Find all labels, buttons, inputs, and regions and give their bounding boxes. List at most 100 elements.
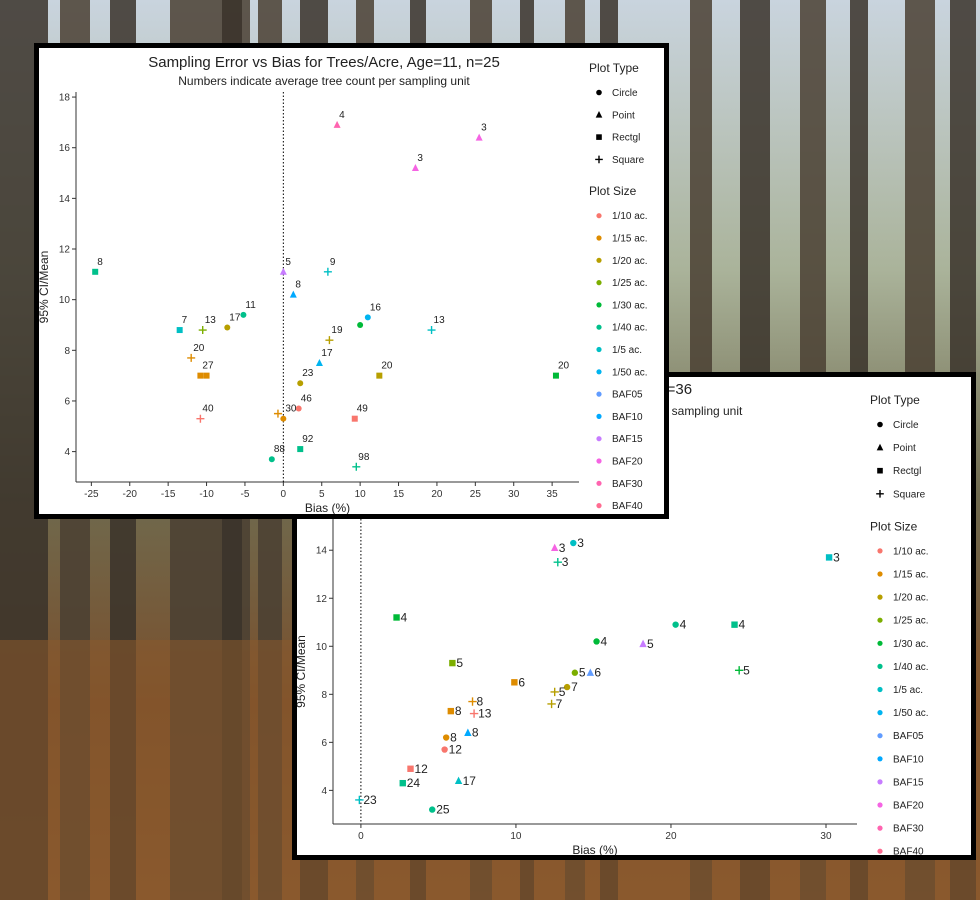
data-point-label: 30 xyxy=(285,404,297,415)
data-point-label: 9 xyxy=(330,257,336,268)
data-point xyxy=(92,268,99,275)
legend-title-plot-size: Plot Size xyxy=(870,519,918,533)
data-point xyxy=(297,380,304,387)
x-tick-label: -15 xyxy=(161,489,176,500)
data-point-label: 8 xyxy=(477,695,484,709)
legend-title-plot-type: Plot Type xyxy=(870,393,920,407)
x-tick-label: 25 xyxy=(470,489,482,500)
data-point xyxy=(449,659,456,667)
data-point-label: 46 xyxy=(301,394,313,405)
legend-shape-triangle xyxy=(595,111,603,118)
data-point xyxy=(351,415,358,422)
legend-item-label: BAF15 xyxy=(893,777,924,788)
legend-color-dot xyxy=(596,235,602,241)
x-tick-label: 30 xyxy=(820,831,832,842)
data-point xyxy=(547,699,556,709)
legend: Plot Type Circle Point Rectgl Square Plot Siz… xyxy=(589,61,648,512)
data-point xyxy=(464,728,472,736)
data-point-label: 98 xyxy=(358,452,370,463)
data-point-label: 17 xyxy=(321,348,333,359)
legend-item-label: Point xyxy=(893,443,916,454)
legend-item-label: 1/40 ac. xyxy=(893,662,929,673)
data-point-label: 7 xyxy=(182,315,188,326)
legend-item-label: Circle xyxy=(893,420,919,431)
y-tick-label: 4 xyxy=(64,447,70,458)
legend-shape-square xyxy=(877,467,883,474)
y-tick-label: 16 xyxy=(59,143,71,154)
legend-item-label: 1/30 ac. xyxy=(893,639,929,650)
data-point xyxy=(268,456,275,463)
data-point-label: 3 xyxy=(559,541,566,555)
data-point xyxy=(393,614,400,621)
legend-color-dot xyxy=(596,391,602,397)
x-tick-label: -25 xyxy=(84,489,99,500)
data-point-label: 13 xyxy=(434,315,446,326)
data-point xyxy=(279,267,287,275)
legend-item-label: BAF40 xyxy=(893,847,924,855)
data-point-label: 5 xyxy=(456,656,463,670)
legend-title-plot-size: Plot Size xyxy=(589,184,637,198)
legend-color-dot xyxy=(877,617,883,623)
legend-item-label: BAF10 xyxy=(893,754,924,765)
data-point xyxy=(187,353,196,362)
chart-age-11: Sampling Error vs Bias for Trees/Acre, A… xyxy=(39,54,648,514)
data-point-label: 13 xyxy=(478,707,492,721)
data-point-label: 3 xyxy=(562,555,569,569)
data-point xyxy=(429,806,436,813)
legend-color-dot xyxy=(877,571,883,577)
legend-color-dot xyxy=(877,710,883,716)
legend-shape-circle xyxy=(877,421,883,428)
data-point xyxy=(198,326,207,335)
legend-color-dot xyxy=(877,548,883,554)
legend-item-label: Circle xyxy=(612,88,638,99)
x-tick-label: 35 xyxy=(547,489,559,500)
data-point-label: 40 xyxy=(202,404,214,415)
legend-color-dot xyxy=(877,640,883,646)
data-point xyxy=(176,327,183,334)
legend-item-label: Rectgl xyxy=(612,133,640,144)
legend-color-dot xyxy=(877,594,883,600)
data-point-label: 7 xyxy=(571,680,578,694)
legend-item-label: BAF30 xyxy=(893,824,924,835)
legend-color-dot xyxy=(596,458,602,464)
data-point-label: 4 xyxy=(401,610,408,624)
data-point-label: 7 xyxy=(556,697,563,711)
data-point-label: 5 xyxy=(285,257,291,268)
data-point xyxy=(734,666,744,675)
chart-panel-age-11: Sampling Error vs Bias for Trees/Acre, A… xyxy=(34,43,669,519)
data-point xyxy=(570,539,577,547)
data-point xyxy=(442,734,450,741)
legend-item-label: 1/15 ac. xyxy=(893,570,929,581)
legend-shape-plus xyxy=(876,490,884,498)
data-point xyxy=(297,446,304,453)
y-tick-label: 8 xyxy=(321,690,327,701)
data-point xyxy=(731,621,738,628)
data-point-label: 4 xyxy=(680,618,687,632)
data-point xyxy=(399,779,406,787)
x-axis-label: Bias (%) xyxy=(305,501,350,514)
chart-title: Sampling Error vs Bias for Trees/Acre, A… xyxy=(148,54,500,71)
x-tick-label: -20 xyxy=(123,489,138,500)
data-point xyxy=(475,133,483,141)
data-point-label: 17 xyxy=(463,774,477,788)
data-point xyxy=(407,765,414,772)
x-axis-label: Bias (%) xyxy=(572,843,617,855)
legend-color-dot xyxy=(877,825,883,831)
x-tick-label: 30 xyxy=(508,489,520,500)
legend-color-dot xyxy=(877,848,883,854)
data-point xyxy=(825,554,833,561)
data-point xyxy=(325,336,334,345)
data-point xyxy=(352,462,361,471)
legend-item-label: 1/25 ac. xyxy=(893,616,929,627)
data-point-label: 3 xyxy=(577,536,584,550)
legend-color-dot xyxy=(596,213,602,219)
x-tick-label: 20 xyxy=(431,489,443,500)
data-point xyxy=(571,669,579,676)
data-point xyxy=(323,267,332,276)
data-point-label: 8 xyxy=(450,731,457,745)
data-point-label: 25 xyxy=(436,803,450,817)
data-point-label: 5 xyxy=(743,663,750,677)
y-tick-label: 4 xyxy=(321,786,327,797)
